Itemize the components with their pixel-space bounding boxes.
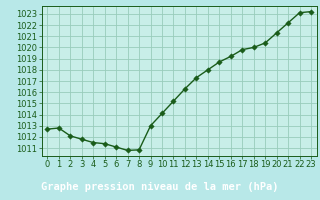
Text: Graphe pression niveau de la mer (hPa): Graphe pression niveau de la mer (hPa) [41, 182, 279, 192]
